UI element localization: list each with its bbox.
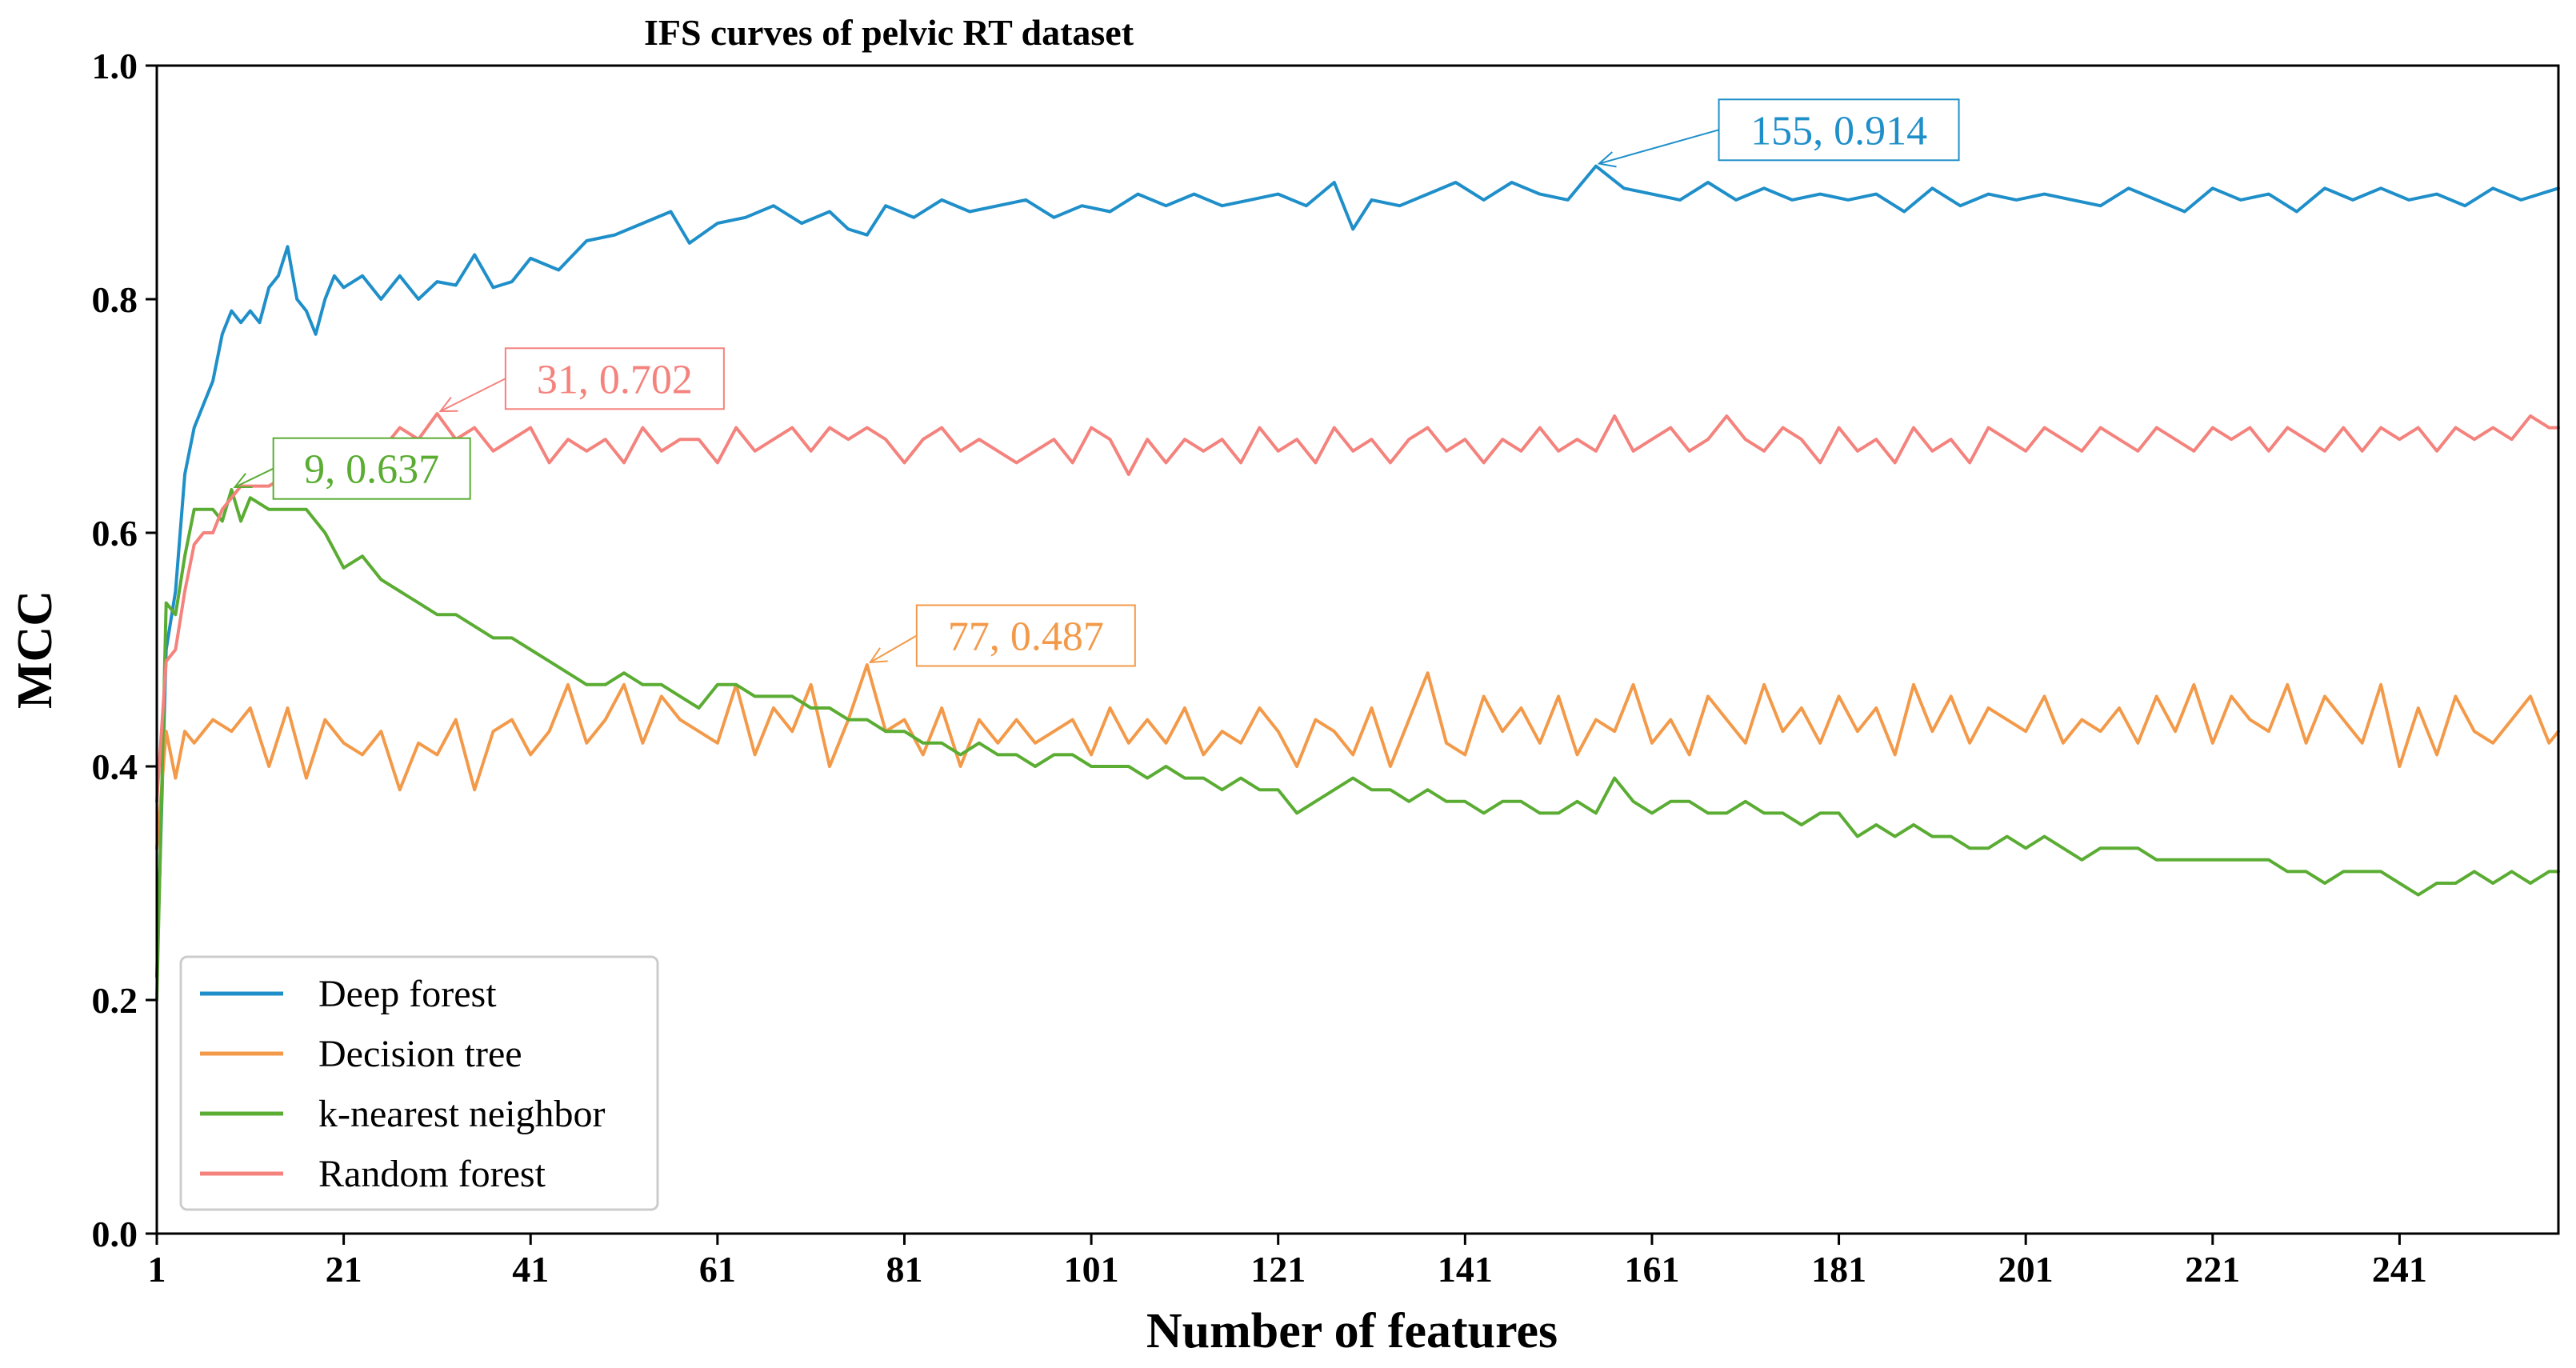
y-tick-label: 0.2 <box>92 980 138 1021</box>
series-line-k-nearest-neighbor <box>155 488 2560 1002</box>
series-line-deep-forest <box>155 164 2560 978</box>
x-tick-label: 241 <box>2372 1249 2427 1290</box>
x-tick-label: 61 <box>699 1249 736 1290</box>
legend-label: Deep forest <box>318 973 497 1015</box>
annotation-arrow <box>439 378 506 412</box>
annotation-arrowhead <box>868 647 888 664</box>
legend: Deep forest Decision tree k-nearest neighb… <box>179 955 659 1211</box>
x-tick-label: 221 <box>2185 1249 2240 1290</box>
x-tick-label: 161 <box>1624 1249 1679 1290</box>
annotation-box <box>272 437 471 500</box>
legend-item-random-forest: Random forest <box>200 1153 546 1195</box>
tick-layer: 1 21 41 61 81 101 121 141 161 181 201 221 2410.00.20… <box>92 46 2427 1290</box>
series-layer <box>155 164 2560 1002</box>
x-tick-label: 121 <box>1250 1249 1306 1290</box>
annotation-label: 9, 0.637 <box>304 447 439 493</box>
annotation-arrow <box>234 467 274 488</box>
y-tick-label: 1.0 <box>92 46 138 86</box>
x-axis-label: Number of features <box>1146 1304 1558 1358</box>
legend-label: Random forest <box>318 1153 546 1195</box>
legend-label: Decision tree <box>318 1033 522 1075</box>
legend-item-deep-forest: Deep forest <box>200 973 497 1015</box>
x-tick-label: 41 <box>512 1249 549 1290</box>
annotation-k-nearest-neighbor: 9, 0.637 <box>233 437 471 500</box>
annotation-arrowhead <box>233 473 253 488</box>
legend-item-k-nearest-neighbor: k-nearest neighbor <box>200 1093 606 1135</box>
x-tick-label: 1 <box>148 1249 166 1290</box>
annotation-layer: 155, 0.914 31, 0.702 9, 0.637 77, 0.487 <box>233 98 1960 667</box>
legend-item-decision-tree: Decision tree <box>200 1033 522 1075</box>
annotation-label: 31, 0.702 <box>537 357 693 402</box>
annotation-box <box>504 347 725 410</box>
chart-title: IFS curves of pelvic RT dataset <box>644 12 1134 53</box>
y-tick-label: 0.8 <box>92 279 138 320</box>
y-tick-label: 0.6 <box>92 513 138 554</box>
annotation-arrowhead <box>438 397 458 413</box>
annotation-decision-tree: 77, 0.487 <box>868 604 1136 667</box>
x-tick-label: 81 <box>886 1249 922 1290</box>
y-tick-label: 0.4 <box>92 746 138 787</box>
annotation-arrow <box>1598 129 1719 165</box>
annotation-arrow <box>870 634 918 663</box>
y-axis-label: MCC <box>8 590 62 709</box>
series-line-decision-tree <box>155 663 2560 850</box>
legend-frame <box>179 955 659 1211</box>
y-tick-label: 0.0 <box>92 1214 138 1254</box>
annotation-label: 77, 0.487 <box>948 614 1104 659</box>
x-tick-label: 101 <box>1064 1249 1119 1290</box>
x-tick-label: 21 <box>326 1249 362 1290</box>
series-line-random-forest <box>155 412 2560 803</box>
x-tick-label: 181 <box>1811 1249 1866 1290</box>
annotation-box <box>915 604 1136 667</box>
annotation-label: 155, 0.914 <box>1750 108 1927 154</box>
x-tick-label: 141 <box>1438 1249 1493 1290</box>
plot-frame <box>155 64 2560 1235</box>
annotation-deep-forest: 155, 0.914 <box>1597 98 1960 168</box>
annotation-arrowhead <box>1597 151 1617 168</box>
annotation-random-forest: 31, 0.702 <box>438 347 725 413</box>
legend-label: k-nearest neighbor <box>318 1093 606 1135</box>
x-tick-label: 201 <box>1998 1249 2054 1290</box>
